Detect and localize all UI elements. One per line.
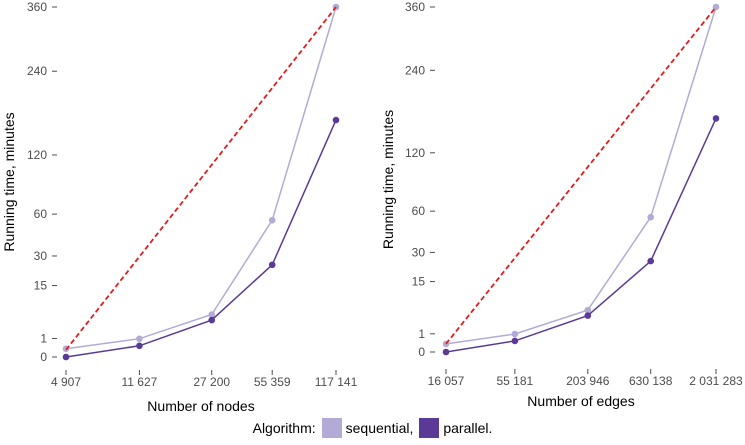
data-point-sequential — [268, 216, 276, 224]
fit-line — [65, 6, 337, 351]
y-tick-label: 240 — [405, 63, 425, 77]
data-point-parallel — [268, 261, 276, 269]
x-tick-label: 4 907 — [51, 375, 81, 389]
x-tick-label: 11 627 — [122, 375, 158, 389]
x-tick-label: 117 141 — [315, 375, 358, 389]
chart-panel-2: 0 1 15 30 60 120 240 360 16 057 55 181 203 946 630 … — [380, 0, 743, 409]
y-tick-label: 360 — [27, 0, 47, 14]
y-tick-label: 15 — [412, 275, 426, 289]
x-axis-title: Number of nodes — [147, 398, 254, 414]
data-point-parallel — [136, 342, 143, 350]
x-tick-label: 55 181 — [497, 374, 534, 388]
data-point-sequential — [712, 3, 720, 11]
data-point-parallel — [712, 115, 720, 122]
data-point-parallel — [332, 116, 340, 124]
chart-panel-1: 0 1 15 30 60 120 240 360 4 907 11 627 27 200 55 359… — [1, 0, 358, 414]
data-point-parallel — [62, 353, 70, 361]
y-tick-label: 30 — [34, 249, 48, 263]
legend: Algorithm: sequential, parallel. — [0, 414, 745, 442]
y-tick-label: 1 — [418, 327, 425, 341]
y-tick-label: 120 — [27, 148, 47, 162]
y-tick-label: 30 — [412, 245, 426, 259]
legend-label-parallel: parallel. — [443, 420, 493, 436]
data-point-parallel — [511, 337, 519, 345]
y-tick-label: 60 — [412, 204, 426, 218]
y-tick-label: 0 — [40, 350, 47, 364]
data-point-sequential — [511, 330, 519, 338]
data-point-sequential — [136, 335, 143, 343]
series-line-parallel — [65, 119, 337, 358]
y-tick-label: 0 — [418, 345, 425, 359]
legend-swatch-parallel — [419, 418, 440, 438]
data-point-sequential — [584, 306, 592, 314]
y-tick-label: 15 — [34, 279, 48, 293]
y-tick-label: 60 — [34, 207, 48, 221]
data-point-parallel — [647, 257, 655, 265]
fit-line — [445, 6, 717, 345]
x-tick-label: 55 359 — [254, 375, 291, 389]
data-point-parallel — [442, 348, 450, 356]
data-point-sequential — [208, 311, 216, 318]
legend-title: Algorithm: — [252, 420, 316, 436]
data-point-parallel — [584, 312, 592, 319]
x-tick-label: 203 946 — [566, 374, 610, 388]
y-tick-label: 240 — [27, 64, 47, 78]
x-tick-label: 2 031 283 — [689, 374, 743, 388]
x-tick-label: 16 057 — [428, 374, 465, 388]
x-tick-label: 630 138 — [629, 374, 673, 388]
y-axis-title: Running time, minutes — [380, 110, 396, 249]
y-tick-label: 360 — [405, 0, 425, 14]
y-axis-title: Running time, minutes — [1, 112, 17, 251]
legend-label-sequential: sequential, — [345, 420, 414, 436]
legend-swatch-sequential — [321, 418, 342, 438]
data-point-sequential — [647, 213, 655, 221]
y-tick-label: 120 — [405, 146, 425, 160]
x-tick-label: 27 200 — [193, 375, 230, 389]
x-axis-title: Number of edges — [527, 393, 634, 409]
data-point-parallel — [208, 316, 216, 324]
y-tick-label: 1 — [40, 332, 47, 346]
series-line-parallel — [445, 118, 717, 353]
